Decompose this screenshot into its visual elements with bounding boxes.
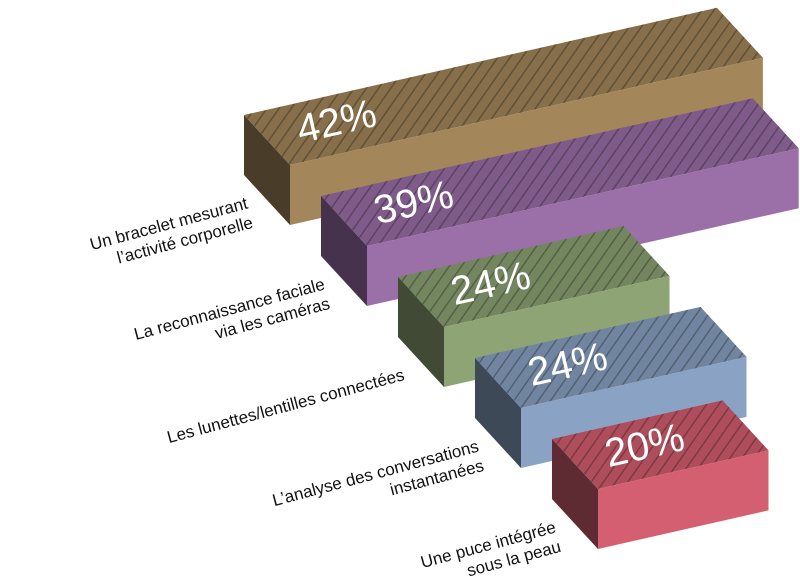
- bar-side: [552, 439, 598, 549]
- bar-side: [244, 115, 290, 225]
- bar-top-hatch: [244, 7, 763, 165]
- bar: [598, 450, 769, 549]
- bar-side: [321, 196, 367, 306]
- bar-top-hatch: [321, 98, 799, 246]
- bar-top-hatch: [398, 225, 670, 327]
- bar-side: [398, 277, 444, 387]
- bar-side: [475, 358, 521, 468]
- bar-top-hatch: [475, 306, 747, 408]
- bar-top-hatch: [552, 400, 769, 489]
